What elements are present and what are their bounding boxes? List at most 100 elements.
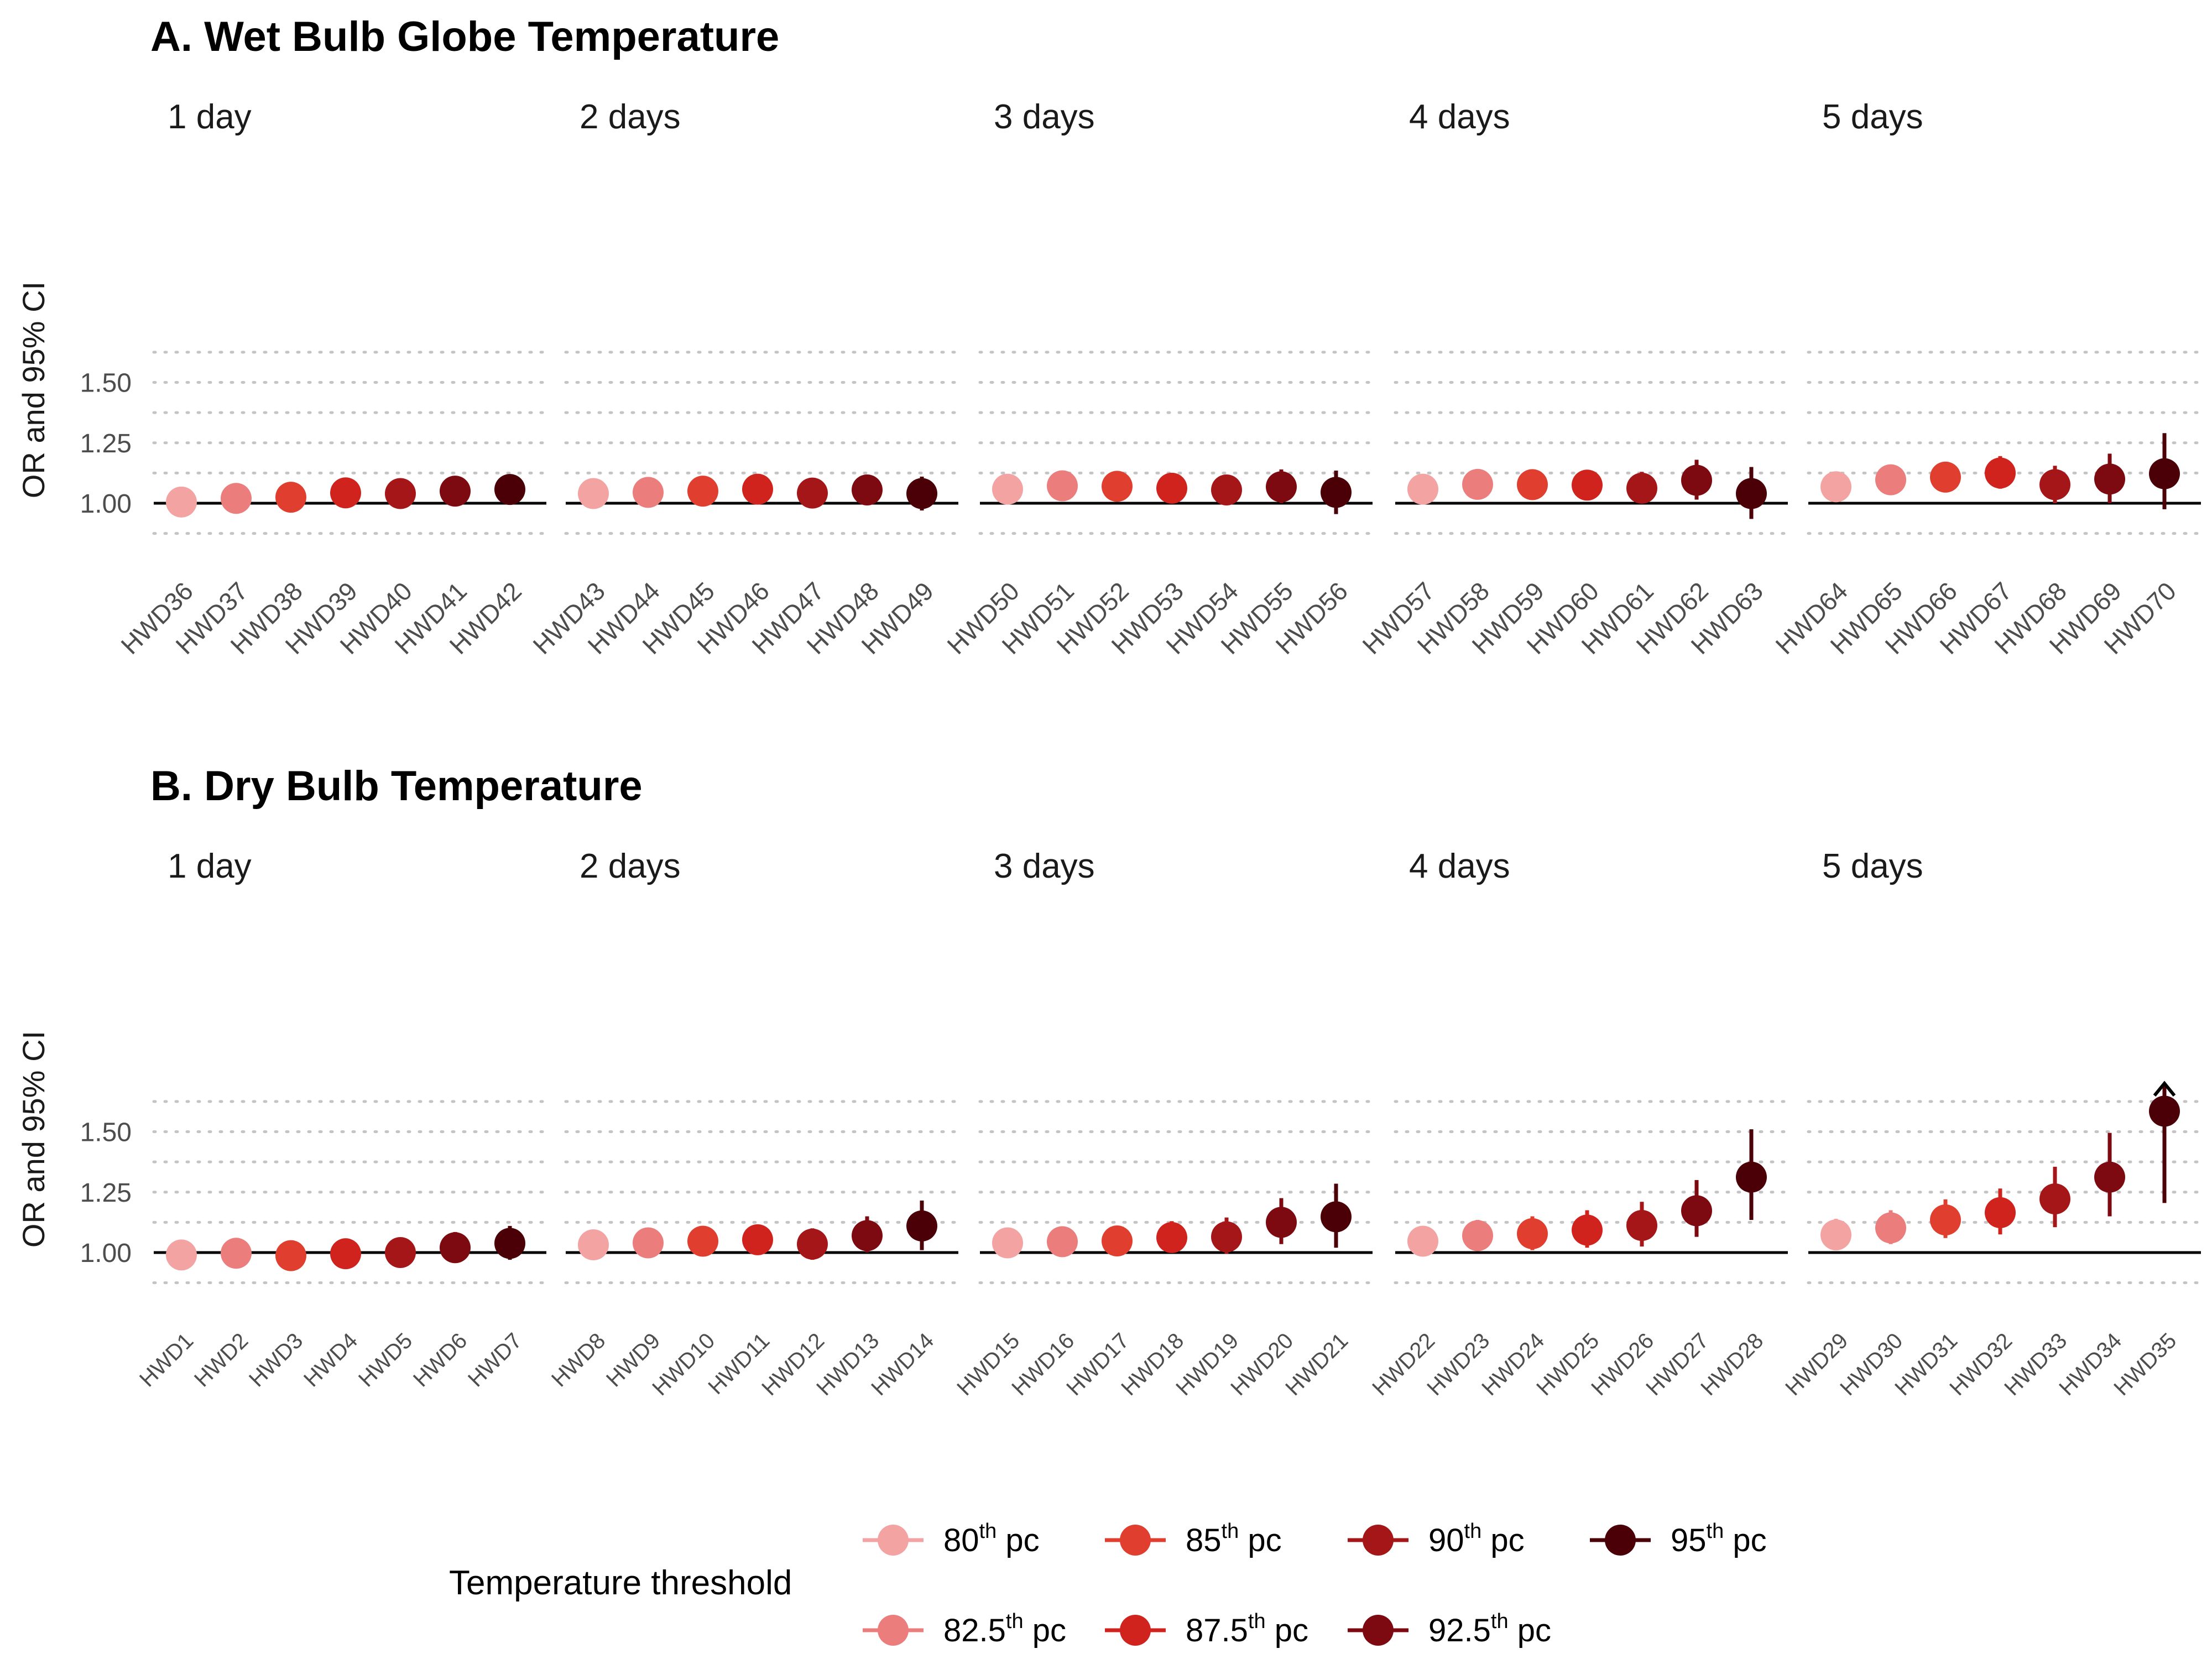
facet-label: 4 days [1409,98,1510,136]
estimate-point [1681,465,1712,496]
legend-item: 82.5th pc [863,1610,1066,1648]
estimate-point [797,477,828,509]
estimate-point [1820,1219,1851,1251]
facet-5: 5 daysHWD64HWD65HWD66HWD67HWD68HWD69HWD7… [1770,98,2203,660]
estimate-point [1736,478,1767,509]
panel-wbgt: A. Wet Bulb Globe Temperature OR and 95% … [16,13,2203,660]
legend-item: 90th pc [1348,1520,1525,1558]
estimate-point [1047,1226,1078,1258]
estimate-point [1462,468,1493,500]
estimate-point [1875,1212,1906,1244]
facet-label: 5 days [1822,847,1923,885]
estimate-point [2149,458,2180,489]
estimate-point [1517,1218,1548,1249]
legend-items: 80th pc 82.5th pc 85th pc 87.5th pc 90th pc 9… [863,1520,1767,1648]
estimate-point [1930,1204,1961,1236]
estimate-point [1102,471,1133,502]
estimate-point [166,486,197,518]
legend-key-point [878,1525,909,1556]
facet-4: 4 daysHWD57HWD58HWD59HWD60HWD61HWD62HWD6… [1357,98,1790,660]
estimate-point [440,1232,471,1264]
estimate-point [1681,1195,1712,1227]
panels: A. Wet Bulb Globe Temperature OR and 95% … [16,13,2203,1400]
estimate-point [852,1220,883,1251]
y-axis-label: OR and 95% CI [16,1031,51,1248]
facet-label: 1 day [168,98,252,136]
legend-item: 95th pc [1590,1520,1767,1558]
estimate-point [992,1227,1023,1259]
facet-label: 2 days [580,847,681,885]
estimate-point [2039,1183,2070,1214]
legend-label: 90th pc [1428,1520,1525,1558]
legend-key-point [1605,1525,1636,1556]
estimate-point [687,476,718,507]
estimate-point [1572,469,1603,501]
estimate-point [1321,1201,1352,1233]
estimate-point [221,483,252,514]
estimate-point [1930,461,1961,493]
estimate-point [440,476,471,507]
estimate-point [797,1228,828,1260]
y-tick-label: 1.00 [80,1239,132,1268]
estimate-point [494,1228,525,1259]
estimate-point [330,477,361,509]
estimate-point [1572,1214,1603,1246]
panel-dry-bulb: B. Dry Bulb Temperature OR and 95% CI 1.00… [16,763,2203,1400]
x-tick-label: HWD3 [244,1328,307,1391]
estimate-point [1211,1221,1242,1253]
legend-key-point [1120,1525,1151,1556]
x-tick-label: HWD4 [299,1328,362,1391]
estimate-point [1156,472,1187,504]
legend: Temperature threshold 80th pc 82.5th pc 85… [449,1520,1767,1648]
estimate-point [385,478,416,509]
estimate-point [1102,1225,1133,1257]
facet-3: 3 daysHWD15HWD16HWD17HWD18HWD19HWD20HWD2… [952,847,1374,1400]
estimate-point [2039,469,2070,500]
facet-label: 3 days [994,98,1095,136]
estimate-point [742,1224,773,1255]
estimate-point [275,482,306,513]
panel-title: B. Dry Bulb Temperature [150,763,643,810]
legend-item: 87.5th pc [1105,1610,1308,1648]
estimate-point [633,1227,664,1259]
estimate-point [1407,1225,1438,1257]
estimate-point [1321,477,1352,508]
estimate-point [633,477,664,508]
truncation-arrow [2153,1081,2176,1097]
y-tick-label: 1.25 [80,1178,132,1208]
facet-label: 4 days [1409,847,1510,885]
legend-key-point [1363,1525,1394,1556]
estimate-point [1626,472,1657,504]
legend-key-point [1120,1615,1151,1646]
estimate-point [1266,471,1297,503]
estimate-point [1266,1207,1297,1238]
facet-4: 4 daysHWD22HWD23HWD24HWD25HWD26HWD27HWD2… [1368,847,1790,1400]
x-tick-label: HWD8 [547,1328,610,1391]
estimate-point [1517,469,1548,500]
x-tick-label: HWD7 [463,1328,526,1391]
facet-2: 2 daysHWD43HWD44HWD45HWD46HWD47HWD48HWD4… [527,98,960,660]
legend-label: 85th pc [1186,1520,1282,1558]
estimate-point [221,1238,252,1269]
estimate-point [906,478,937,509]
y-tick-label: 1.50 [80,369,132,398]
y-tick-label: 1.25 [80,429,132,458]
legend-item: 92.5th pc [1348,1610,1551,1648]
estimate-point [2149,1095,2180,1127]
legend-label: 95th pc [1671,1520,1767,1558]
panel-title: A. Wet Bulb Globe Temperature [150,13,779,60]
estimate-point [852,474,883,505]
legend-title: Temperature threshold [449,1564,792,1602]
estimate-point [275,1240,306,1271]
estimate-point [1462,1220,1493,1251]
x-tick-label: HWD2 [190,1328,253,1391]
estimate-point [1211,474,1242,505]
estimate-point [1047,470,1078,502]
legend-item: 80th pc [863,1520,1040,1558]
legend-label: 87.5th pc [1186,1610,1308,1648]
estimate-point [742,473,773,505]
legend-label: 92.5th pc [1428,1610,1551,1648]
